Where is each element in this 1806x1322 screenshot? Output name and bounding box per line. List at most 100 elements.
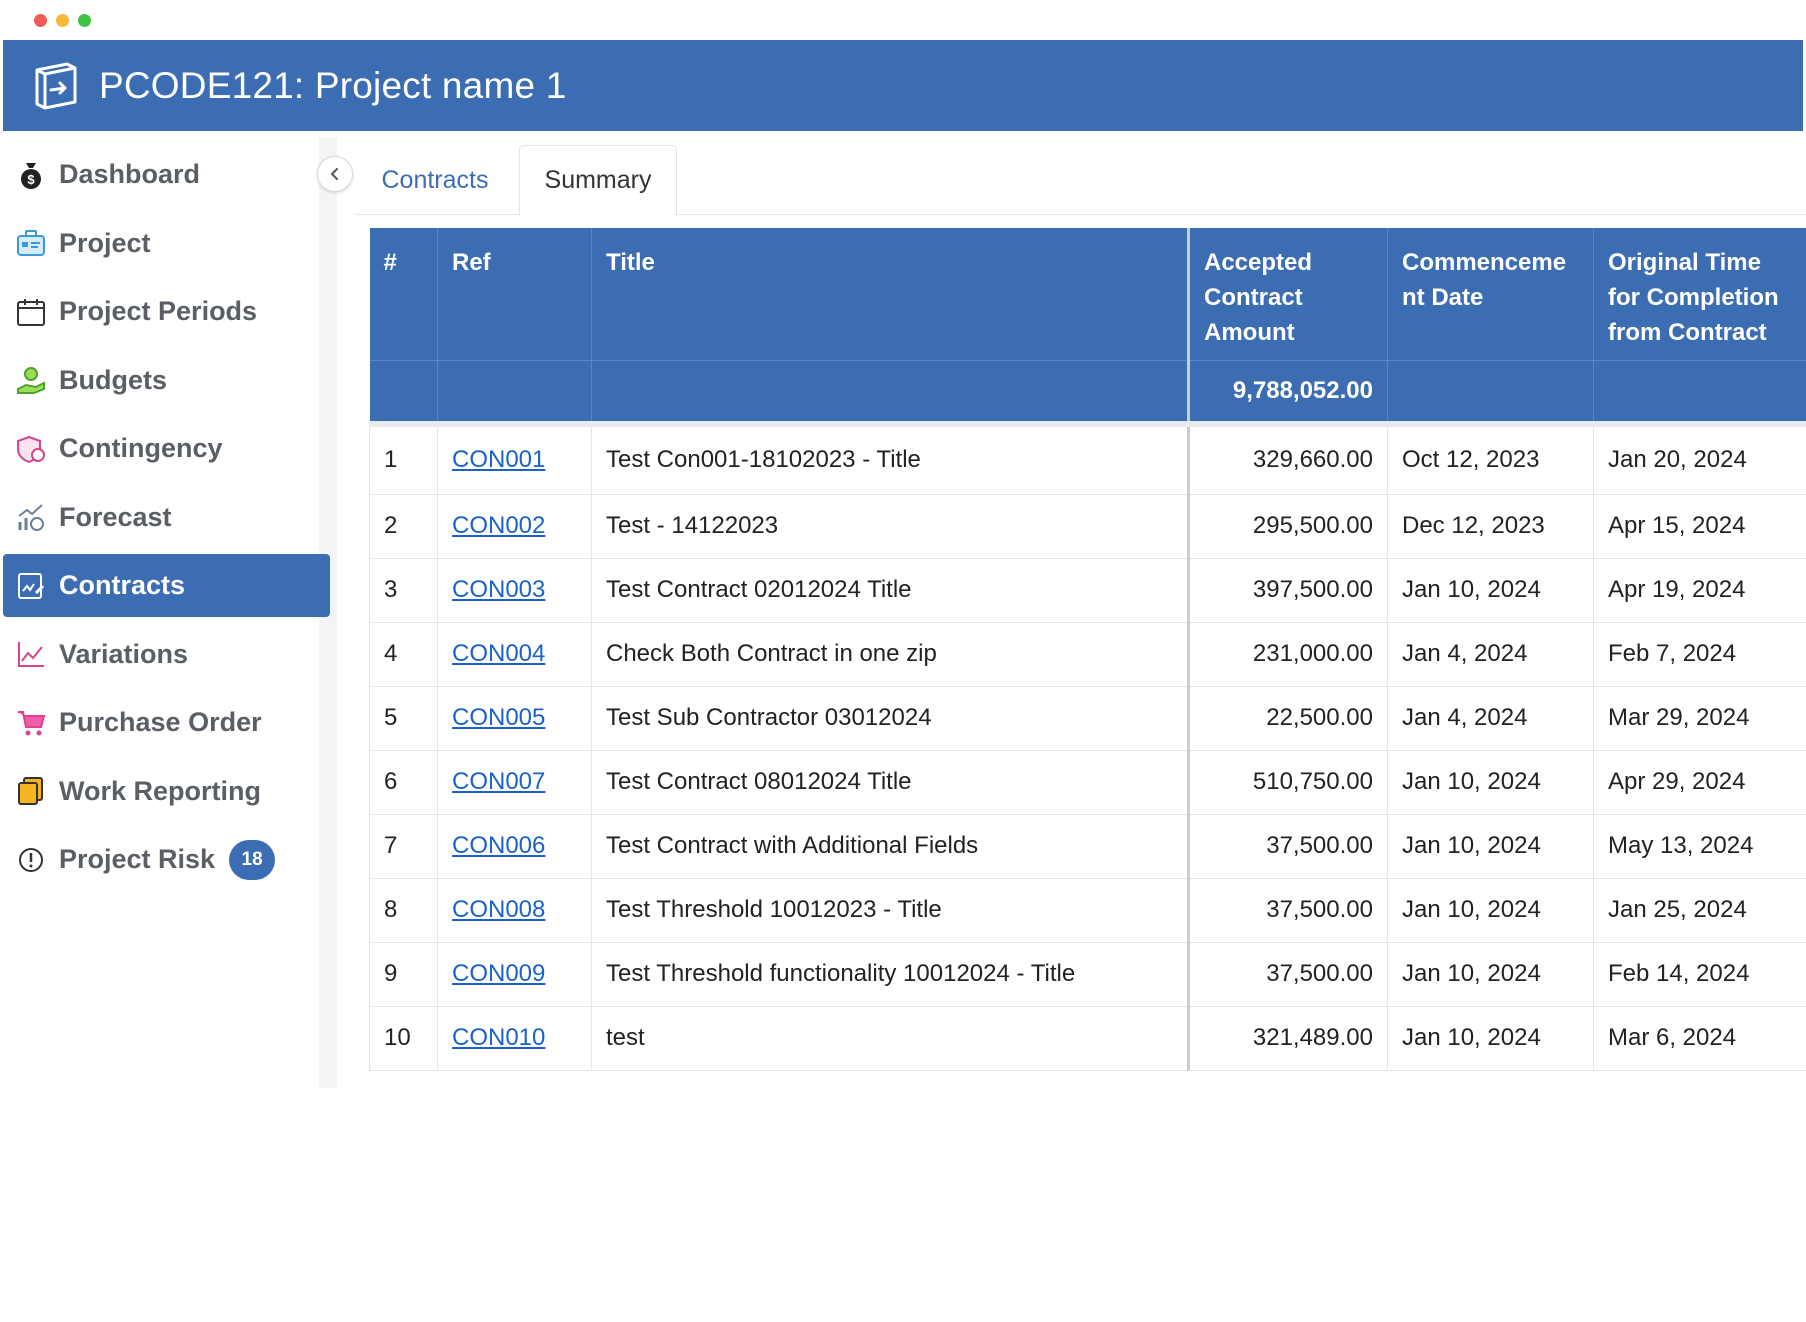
column-header-title[interactable]: Title — [591, 228, 1190, 360]
sidebar-item-work-reporting[interactable]: Work Reporting — [3, 760, 330, 823]
sidebar-item-variations[interactable]: Variations — [3, 623, 330, 686]
commencement-date-cell: Jan 10, 2024 — [1387, 814, 1594, 879]
ref-cell: CON007 — [437, 750, 592, 815]
row-number-cell: 6 — [369, 750, 438, 815]
commencement-date-cell: Dec 12, 2023 — [1387, 494, 1594, 559]
contract-ref-link[interactable]: CON009 — [452, 960, 546, 987]
contract-amount-cell: 510,750.00 — [1188, 750, 1388, 815]
money-bag-icon: $ — [15, 159, 47, 191]
contract-ref-link[interactable]: CON008 — [452, 896, 546, 923]
sidebar-item-dashboard[interactable]: $ Dashboard — [3, 143, 330, 206]
app-header: PCODE121: Project name 1 — [3, 40, 1803, 131]
completion-date-cell: Mar 6, 2024 — [1593, 1006, 1806, 1071]
svg-text:$: $ — [27, 172, 35, 187]
window-controls — [34, 14, 91, 27]
table-row: 1 CON001 Test Con001-18102023 - Title 329,6… — [369, 421, 1806, 495]
sidebar-item-label: Project Risk — [59, 844, 216, 874]
page-title: PCODE121: Project name 1 — [99, 64, 567, 106]
contract-title-cell: Test Contract with Additional Fields — [591, 814, 1190, 879]
table-row: 9 CON009 Test Threshold functionality 1001… — [369, 942, 1806, 1007]
contract-ref-link[interactable]: CON004 — [452, 640, 546, 667]
sidebar-item-purchase-order[interactable]: Purchase Order — [3, 691, 330, 754]
contract-ref-link[interactable]: CON005 — [452, 704, 546, 731]
commencement-date-cell: Jan 10, 2024 — [1387, 750, 1594, 815]
sidebar-item-project-risk[interactable]: Project Risk 18 — [3, 828, 330, 891]
table-row: 4 CON004 Check Both Contract in one zip 231… — [369, 622, 1806, 687]
maximize-window-button[interactable] — [78, 14, 91, 27]
commencement-date-cell: Jan 10, 2024 — [1387, 878, 1594, 943]
totals-cell — [1387, 359, 1594, 424]
sidebar-item-project[interactable]: Project — [3, 212, 330, 275]
contract-title-cell: Test Threshold functionality 10012024 - … — [591, 942, 1190, 1007]
contract-title-cell: Test Contract 08012024 Title — [591, 750, 1190, 815]
contract-amount-cell: 231,000.00 — [1188, 622, 1388, 687]
commencement-date-cell: Jan 4, 2024 — [1387, 622, 1594, 687]
ref-cell: CON003 — [437, 558, 592, 623]
sidebar-item-forecast[interactable]: Forecast — [3, 486, 330, 549]
commencement-date-cell: Jan 10, 2024 — [1387, 942, 1594, 1007]
tab-contracts[interactable]: Contracts — [381, 165, 489, 194]
close-window-button[interactable] — [34, 14, 47, 27]
completion-date-cell: Apr 15, 2024 — [1593, 494, 1806, 559]
column-header-original-completion[interactable]: Original Time for Completion from Contra… — [1593, 228, 1806, 360]
forecast-chart-icon — [15, 501, 47, 533]
row-number-cell: 8 — [369, 878, 438, 943]
contract-ref-link[interactable]: CON006 — [452, 832, 546, 859]
totals-cell — [437, 359, 592, 424]
table-row: 6 CON007 Test Contract 08012024 Title 510,7… — [369, 750, 1806, 815]
contract-ref-link[interactable]: CON010 — [452, 1024, 546, 1051]
contract-ref-link[interactable]: CON002 — [452, 512, 546, 539]
contracts-table: # Ref Title Accepted Contract Amount Com… — [369, 228, 1806, 1071]
contract-title-cell: Test Sub Contractor 03012024 — [591, 686, 1190, 751]
risk-count-badge: 18 — [229, 839, 276, 880]
sidebar-item-contingency[interactable]: Contingency — [3, 417, 330, 480]
contract-title-cell: Test Threshold 10012023 - Title — [591, 878, 1190, 943]
contract-ref-link[interactable]: CON001 — [452, 446, 546, 474]
ref-cell: CON006 — [437, 814, 592, 879]
tab-summary[interactable]: Summary — [519, 145, 677, 216]
ref-cell: CON010 — [437, 1006, 592, 1071]
row-number-cell: 7 — [369, 814, 438, 879]
completion-date-cell: Feb 7, 2024 — [1593, 622, 1806, 687]
sidebar-item-project-periods[interactable]: Project Periods — [3, 280, 330, 343]
table-row: 2 CON002 Test - 14122023 295,500.00 Dec 12, … — [369, 494, 1806, 559]
column-header-commencement-date[interactable]: Commenceme nt Date — [1387, 228, 1594, 360]
contract-amount-cell: 321,489.00 — [1188, 1006, 1388, 1071]
column-header-ref[interactable]: Ref — [437, 228, 592, 360]
row-number-cell: 9 — [369, 942, 438, 1007]
alert-icon — [15, 844, 47, 876]
files-icon — [15, 775, 47, 807]
row-number-cell: 2 — [369, 494, 438, 559]
completion-date-cell: Apr 29, 2024 — [1593, 750, 1806, 815]
row-number-cell: 10 — [369, 1006, 438, 1071]
sidebar-item-contracts[interactable]: Contracts — [3, 554, 330, 617]
contract-ref-link[interactable]: CON007 — [452, 768, 546, 795]
ref-cell: CON004 — [437, 622, 592, 687]
sidebar-item-label: Dashboard — [59, 159, 201, 189]
sidebar-item-label: Forecast — [59, 501, 172, 532]
commencement-date-cell: Jan 10, 2024 — [1387, 1006, 1594, 1071]
commencement-date-cell: Jan 4, 2024 — [1387, 686, 1594, 751]
sidebar-item-label: Budgets — [59, 364, 167, 395]
sidebar-item-label: Purchase Order — [59, 707, 262, 737]
column-header-accepted-amount[interactable]: Accepted Contract Amount — [1188, 228, 1388, 360]
shield-money-icon — [15, 433, 47, 465]
sidebar-item-budgets[interactable]: Budgets — [3, 349, 330, 412]
sidebar-item-label: Variations — [59, 638, 189, 669]
contract-title-cell: Test Contract 02012024 Title — [591, 558, 1190, 623]
contract-title-cell: test — [591, 1006, 1190, 1071]
table-row: 10 CON010 test 321,489.00 Jan 10, 2024 Mar 6,… — [369, 1006, 1806, 1071]
completion-date-cell: Mar 29, 2024 — [1593, 686, 1806, 751]
collapse-sidebar-button[interactable] — [317, 156, 353, 192]
completion-date-cell: May 13, 2024 — [1593, 814, 1806, 879]
contract-ref-link[interactable]: CON003 — [452, 576, 546, 603]
hand-money-icon — [15, 364, 47, 396]
contract-amount-cell: 295,500.00 — [1188, 494, 1388, 559]
table-row: 7 CON006 Test Contract with Additional Fie… — [369, 814, 1806, 879]
contract-amount-cell: 37,500.00 — [1188, 878, 1388, 943]
sidebar-item-label: Project — [59, 227, 151, 258]
column-header-number[interactable]: # — [369, 228, 438, 360]
cart-icon — [15, 707, 47, 739]
sidebar-item-label: Project Periods — [59, 296, 258, 326]
minimize-window-button[interactable] — [56, 14, 69, 27]
